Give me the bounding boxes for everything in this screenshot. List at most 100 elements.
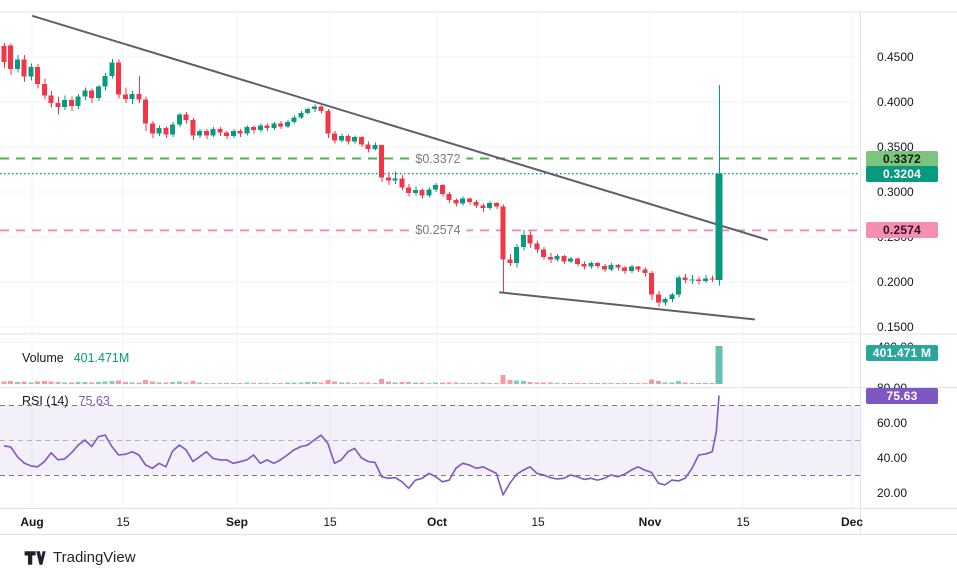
- time-tick-label: Sep: [225, 515, 249, 529]
- volume-bar: [257, 382, 263, 384]
- volume-bar: [358, 382, 364, 384]
- time-tick-label: Oct: [426, 515, 448, 529]
- volume-bar: [8, 380, 14, 384]
- volume-bar: [230, 382, 236, 384]
- volume-bar: [534, 382, 540, 384]
- volume-bar: [62, 382, 68, 384]
- price-tick-label: 0.4000: [877, 95, 914, 109]
- volume-bar: [574, 382, 580, 384]
- volume-bar: [642, 382, 648, 384]
- volume-bar: [406, 382, 412, 384]
- volume-bar: [345, 382, 351, 384]
- volume-bar: [487, 382, 493, 384]
- rsi-legend: RSI (14) 75.63: [22, 394, 110, 408]
- volume-bars: [1, 346, 723, 384]
- resistance-level-label: $0.3372: [409, 151, 467, 166]
- volume-bar: [595, 383, 601, 384]
- volume-bar: [352, 382, 358, 384]
- volume-bar: [520, 381, 526, 384]
- time-tick-label: 15: [323, 515, 337, 529]
- rsi-line[interactable]: [3, 395, 720, 496]
- volume-bar: [1, 381, 7, 384]
- volume-bar: [89, 382, 95, 384]
- volume-bar: [237, 382, 243, 384]
- volume-bar: [581, 382, 587, 384]
- volume-bar: [507, 380, 513, 384]
- time-tick-label: 15: [116, 515, 130, 529]
- volume-bar: [311, 382, 317, 384]
- volume-bar: [399, 381, 405, 384]
- time-tick-label: 15: [531, 515, 545, 529]
- volume-bar: [588, 383, 594, 384]
- volume-bar: [264, 382, 270, 384]
- trendline-1[interactable]: [32, 15, 768, 241]
- volume-bar: [715, 346, 723, 384]
- time-tick-label: Nov: [638, 515, 662, 529]
- volume-bar: [48, 381, 54, 384]
- rsi-label: RSI (14): [22, 394, 69, 408]
- rsi-value: 75.63: [78, 394, 110, 408]
- price-tick-label: 0.2000: [877, 275, 914, 289]
- volume-bar: [628, 383, 634, 384]
- volume-bar: [143, 380, 149, 384]
- volume-bar: [669, 382, 675, 384]
- volume-bar: [116, 380, 122, 384]
- tradingview-attribution-link[interactable]: TradingView: [24, 549, 136, 566]
- volume-bar: [244, 382, 250, 384]
- volume-bar: [568, 383, 574, 384]
- volume-bar: [682, 382, 688, 384]
- volume-bar: [28, 382, 34, 384]
- volume-bar: [676, 381, 681, 384]
- pane-borders: [0, 11, 957, 535]
- volume-bar: [68, 382, 74, 384]
- volume-bar: [365, 382, 371, 384]
- volume-bar: [278, 382, 284, 384]
- volume-bar: [655, 381, 661, 384]
- time-tick-label: Aug: [20, 515, 44, 529]
- time-tick-label: Dec: [840, 515, 864, 529]
- volume-bar: [35, 381, 41, 384]
- volume-value: 401.471M: [73, 351, 130, 365]
- volume-bar: [284, 382, 290, 384]
- volume-badge: 401.471 M: [866, 345, 938, 361]
- tradingview-logo-icon: [24, 550, 46, 565]
- volume-bar: [318, 382, 324, 384]
- tradingview-attribution-text: TradingView: [53, 549, 136, 566]
- volume-bar: [163, 382, 169, 384]
- volume-bar: [460, 382, 466, 384]
- volume-bar: [149, 381, 155, 384]
- volume-bar: [102, 381, 108, 384]
- volume-bar: [203, 382, 209, 384]
- volume-bar: [446, 382, 452, 384]
- time-tick-label: 15: [736, 515, 750, 529]
- trendline-2[interactable]: [499, 291, 755, 321]
- rsi-tick-label: 40.00: [877, 451, 908, 465]
- volume-bar: [122, 382, 128, 384]
- candles: [1, 43, 723, 308]
- volume-bar: [466, 382, 472, 384]
- volume-bar: [649, 379, 655, 384]
- volume-bar: [305, 382, 311, 384]
- volume-bar: [372, 382, 378, 384]
- volume-bar: [332, 381, 338, 384]
- volume-bar: [95, 382, 101, 384]
- volume-bar: [453, 382, 459, 384]
- rsi-tick-label: 60.00: [877, 416, 908, 430]
- volume-bar: [514, 380, 520, 384]
- volume-bar: [622, 382, 628, 384]
- volume-bar: [190, 381, 196, 384]
- volume-bar: [82, 381, 88, 384]
- volume-bar: [14, 381, 20, 384]
- volume-bar: [217, 382, 223, 384]
- volume-bar: [426, 382, 432, 384]
- volume-bar: [635, 383, 641, 384]
- price-tick-label: 0.3500: [877, 140, 914, 154]
- rsi-tick-label: 20.00: [877, 486, 908, 500]
- volume-bar: [541, 382, 547, 384]
- volume-bar: [662, 382, 668, 384]
- volume-bar: [21, 381, 27, 384]
- volume-bar: [75, 382, 81, 384]
- volume-bar: [338, 382, 344, 384]
